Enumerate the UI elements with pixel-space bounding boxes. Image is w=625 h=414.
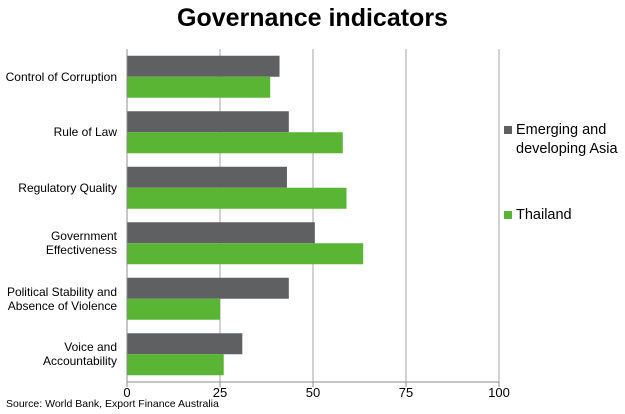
bar-asia-1 xyxy=(127,111,289,133)
x-tick-label: 75 xyxy=(398,385,414,400)
source-note: Source: World Bank, Export Finance Austr… xyxy=(6,398,219,410)
bar-thailand-5 xyxy=(127,354,224,376)
x-tick-label: 100 xyxy=(488,385,510,400)
category-label: Government Effectiveness xyxy=(45,229,117,258)
category-label: Control of Corruption xyxy=(5,69,117,84)
legend-swatch-asia xyxy=(504,126,512,134)
chart-title: Governance indicators xyxy=(177,4,448,32)
bar-thailand-4 xyxy=(127,298,220,320)
bar-thailand-1 xyxy=(127,132,343,154)
x-tick-label: 25 xyxy=(212,385,228,400)
category-label: Voice and Accountability xyxy=(42,340,117,369)
bar-asia-5 xyxy=(127,333,243,355)
bar-thailand-2 xyxy=(127,187,347,209)
bar-thailand-3 xyxy=(127,243,364,265)
bar-asia-2 xyxy=(127,166,287,188)
category-label: Regulatory Quality xyxy=(18,180,117,195)
category-label: Political Stability and Absence of Viole… xyxy=(6,284,117,313)
legend-label-asia: Emerging and developing Asia xyxy=(516,122,618,157)
x-tick-label: 0 xyxy=(123,385,131,400)
x-tick-label: 50 xyxy=(305,385,321,400)
legend-swatch-thailand xyxy=(504,211,512,219)
bar-thailand-0 xyxy=(127,76,271,98)
legend-label-thailand: Thailand xyxy=(516,207,572,223)
bar-asia-4 xyxy=(127,277,289,299)
bar-asia-0 xyxy=(127,55,280,77)
bar-asia-3 xyxy=(127,222,315,244)
category-label: Rule of Law xyxy=(53,125,117,140)
